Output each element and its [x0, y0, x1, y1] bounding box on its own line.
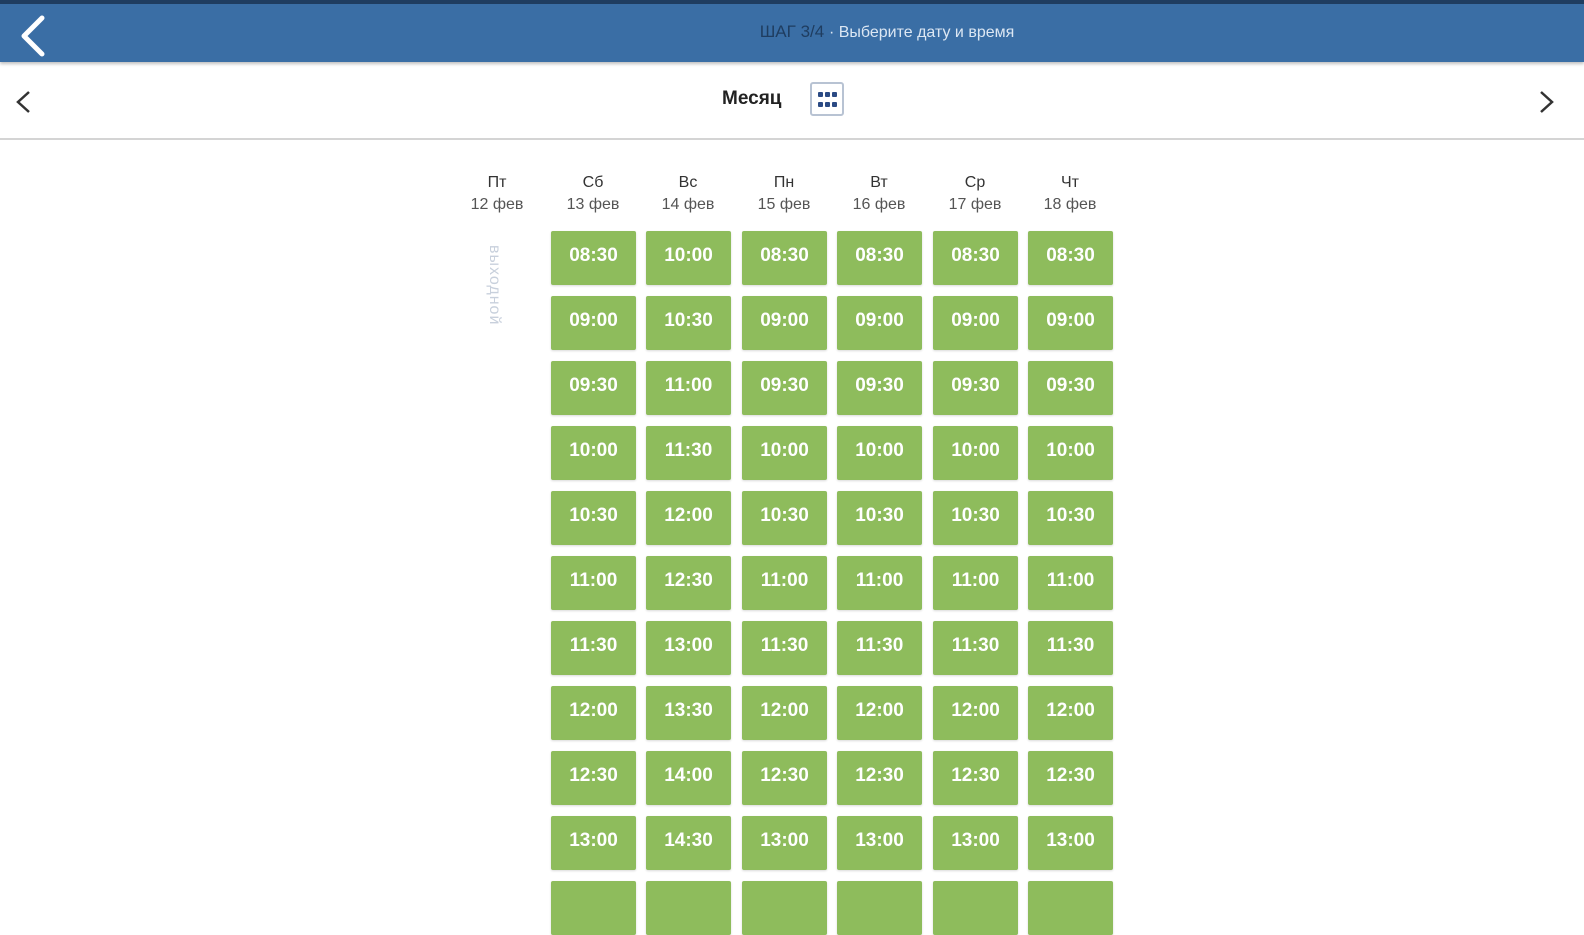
- weekday: Пн: [773, 174, 795, 191]
- time-slot-button[interactable]: 11:00: [837, 556, 922, 610]
- header-bar: ШАГ 3/4 · Выберите дату и время: [0, 0, 1584, 62]
- time-slot-button[interactable]: 11:30: [933, 621, 1018, 675]
- time-slot-button[interactable]: 12:30: [551, 751, 636, 805]
- step-subtitle: · Выберите дату и время: [828, 24, 1015, 41]
- time-slot-button[interactable]: 11:00: [933, 556, 1018, 610]
- time-slot-button[interactable]: 08:30: [551, 231, 636, 285]
- time-slot-button[interactable]: 11:00: [551, 556, 636, 610]
- time-slot-button[interactable]: 11:00: [1028, 556, 1113, 610]
- time-slot-button[interactable]: 13:00: [1028, 816, 1113, 870]
- time-slot-button[interactable]: 10:00: [1028, 426, 1113, 480]
- time-slot-button[interactable]: 12:30: [742, 751, 827, 805]
- time-slot-button[interactable]: 09:30: [551, 361, 636, 415]
- day-header: Чт 18 фев: [1025, 172, 1115, 216]
- day-header: Пн 15 фев: [739, 172, 829, 216]
- time-slot-button[interactable]: 11:30: [646, 426, 731, 480]
- weekday: Вт: [870, 174, 888, 191]
- weekday: Чт: [1061, 174, 1079, 191]
- time-slot-button[interactable]: 10:00: [742, 426, 827, 480]
- time-slot-button[interactable]: 10:30: [933, 491, 1018, 545]
- time-slot-button[interactable]: 09:30: [1028, 361, 1113, 415]
- day-header: Сб 13 фев: [548, 172, 638, 216]
- time-slot-button[interactable]: 10:30: [742, 491, 827, 545]
- time-slot-button[interactable]: 09:00: [933, 296, 1018, 350]
- time-slot-button[interactable]: 11:30: [1028, 621, 1113, 675]
- time-slot-button[interactable]: 10:30: [646, 296, 731, 350]
- time-slot-button[interactable]: 12:00: [742, 686, 827, 740]
- time-slot-button[interactable]: 08:30: [1028, 231, 1113, 285]
- day-header: Пт 12 фев: [452, 172, 542, 216]
- time-slot-button[interactable]: 13:00: [933, 816, 1018, 870]
- day-header: Вс 14 фев: [643, 172, 733, 216]
- time-slot-button[interactable]: [1028, 881, 1113, 935]
- period-nav: Месяц: [0, 62, 1584, 140]
- weekday: Сб: [582, 174, 604, 191]
- time-slot-button[interactable]: 12:00: [551, 686, 636, 740]
- weekday: Ср: [964, 174, 986, 191]
- date: 13 фев: [566, 196, 620, 213]
- step-label: ШАГ 3/4: [759, 22, 825, 41]
- time-slot-button[interactable]: 08:30: [933, 231, 1018, 285]
- time-slot-button[interactable]: 11:30: [551, 621, 636, 675]
- day-header: Ср 17 фев: [930, 172, 1020, 216]
- time-slot-button[interactable]: 10:00: [551, 426, 636, 480]
- time-slot-button[interactable]: 10:00: [646, 231, 731, 285]
- time-slot-button[interactable]: 13:00: [837, 816, 922, 870]
- time-slot-button[interactable]: 10:30: [551, 491, 636, 545]
- time-slot-button[interactable]: 09:30: [742, 361, 827, 415]
- time-slot-button[interactable]: 11:00: [742, 556, 827, 610]
- back-arrow-icon[interactable]: [14, 10, 58, 58]
- date: 17 фев: [948, 196, 1002, 213]
- time-slot-button[interactable]: 09:30: [933, 361, 1018, 415]
- time-slot-button[interactable]: [551, 881, 636, 935]
- date: 16 фев: [852, 196, 906, 213]
- time-slot-button[interactable]: 12:00: [837, 686, 922, 740]
- date: 12 фев: [470, 196, 524, 213]
- time-slot-button[interactable]: [837, 881, 922, 935]
- time-slot-button[interactable]: 12:00: [933, 686, 1018, 740]
- time-slot-button[interactable]: 12:30: [837, 751, 922, 805]
- month-view-label[interactable]: Месяц: [722, 88, 782, 109]
- time-slot-button[interactable]: [933, 881, 1018, 935]
- time-slot-button[interactable]: 09:30: [837, 361, 922, 415]
- weekday: Вс: [678, 174, 698, 191]
- time-slot-button[interactable]: 13:00: [551, 816, 636, 870]
- time-slot-button[interactable]: 10:00: [933, 426, 1018, 480]
- time-slot-button[interactable]: 08:30: [742, 231, 827, 285]
- calendar-grid-icon[interactable]: [810, 82, 844, 116]
- page-title: ШАГ 3/4 · Выберите дату и время: [190, 22, 1584, 42]
- day-header: Вт 16 фев: [834, 172, 924, 216]
- time-slot-button[interactable]: 10:00: [837, 426, 922, 480]
- time-slot-button[interactable]: 14:30: [646, 816, 731, 870]
- time-slot-button[interactable]: 11:00: [646, 361, 731, 415]
- time-slot-button[interactable]: 12:00: [646, 491, 731, 545]
- time-slot-button[interactable]: 12:00: [1028, 686, 1113, 740]
- chevron-right-icon[interactable]: [1532, 86, 1560, 118]
- time-slot-button[interactable]: 11:30: [837, 621, 922, 675]
- date: 14 фев: [661, 196, 715, 213]
- weekday: Пт: [487, 174, 507, 191]
- chevron-left-icon[interactable]: [10, 86, 38, 118]
- time-slot-button[interactable]: [742, 881, 827, 935]
- date: 18 фев: [1043, 196, 1097, 213]
- time-slot-button[interactable]: 09:00: [837, 296, 922, 350]
- time-slot-button[interactable]: 11:30: [742, 621, 827, 675]
- time-slot-button[interactable]: 14:00: [646, 751, 731, 805]
- time-slot-button[interactable]: 13:00: [742, 816, 827, 870]
- date: 15 фев: [757, 196, 811, 213]
- time-slot-button[interactable]: [646, 881, 731, 935]
- time-slot-button[interactable]: 13:30: [646, 686, 731, 740]
- time-slot-button[interactable]: 12:30: [933, 751, 1018, 805]
- time-slot-button[interactable]: 09:00: [551, 296, 636, 350]
- time-slot-button[interactable]: 09:00: [1028, 296, 1113, 350]
- time-slot-button[interactable]: 12:30: [1028, 751, 1113, 805]
- time-slot-button[interactable]: 09:00: [742, 296, 827, 350]
- time-slot-button[interactable]: 08:30: [837, 231, 922, 285]
- time-slot-button[interactable]: 10:30: [837, 491, 922, 545]
- time-slot-button[interactable]: 12:30: [646, 556, 731, 610]
- time-slot-button[interactable]: 13:00: [646, 621, 731, 675]
- time-slot-button[interactable]: 10:30: [1028, 491, 1113, 545]
- day-off-label: выходной: [486, 245, 503, 326]
